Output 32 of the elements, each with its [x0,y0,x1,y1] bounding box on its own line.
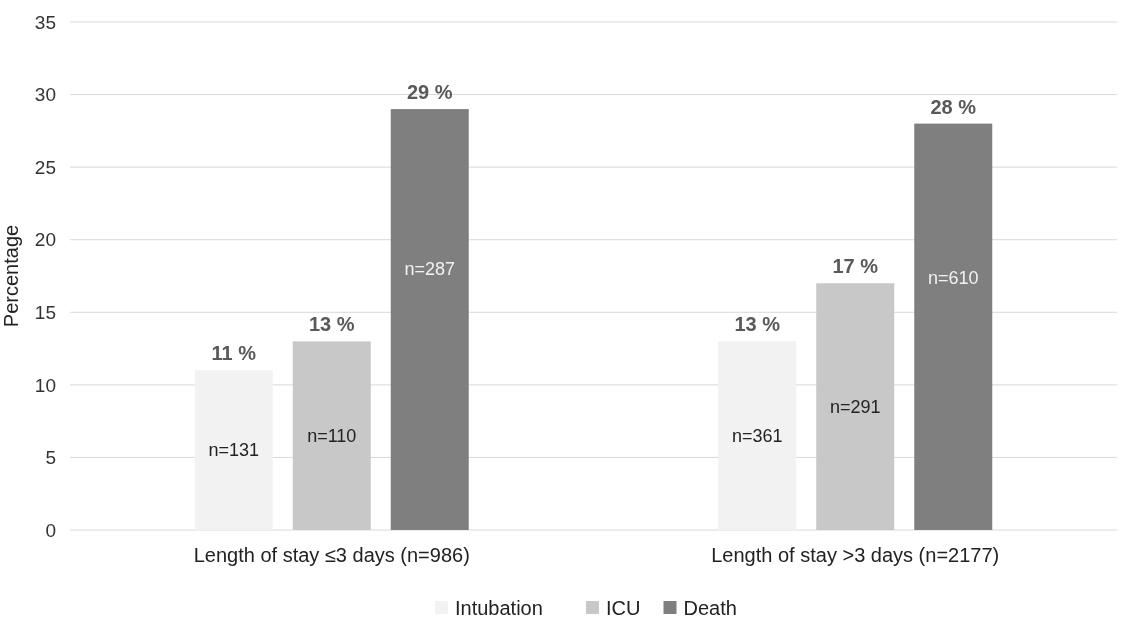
y-tick-label: 35 [34,11,56,33]
y-tick-label: 20 [34,229,56,251]
bar [390,109,469,530]
data-label: 28 % [930,95,977,118]
bar [816,283,895,530]
annotation: n=131 [208,440,260,461]
y-axis-title: Percentage [0,224,22,328]
y-tick-label: 0 [45,519,56,541]
y-tick-label: 5 [45,447,56,469]
data-label: 17 % [832,255,879,278]
annotation: n=287 [404,259,456,280]
y-tick-label: 25 [34,156,56,178]
annotation: n=291 [829,396,881,417]
y-tick-label: 10 [34,374,56,396]
legend-label: Death [683,597,737,619]
legend-label: Intubation [455,597,543,619]
annotation: n=361 [731,425,783,446]
legend-label: ICU [606,597,641,619]
data-label: 29 % [406,81,453,104]
annotation: n=610 [927,268,979,289]
x-tick-label: Length of stay ≤3 days (n=986) [193,544,470,566]
y-tick-label: 30 [34,84,56,106]
annotation: n=110 [307,425,357,446]
bar [194,370,273,530]
bar [292,341,371,530]
data-label: 13 % [308,313,355,336]
y-tick-label: 15 [34,301,56,323]
bar [914,123,993,530]
data-label: 13 % [734,313,781,336]
bar [718,341,797,530]
x-tick-label: Length of stay >3 days (n=2177) [711,544,1000,566]
data-label: 11 % [211,342,257,365]
